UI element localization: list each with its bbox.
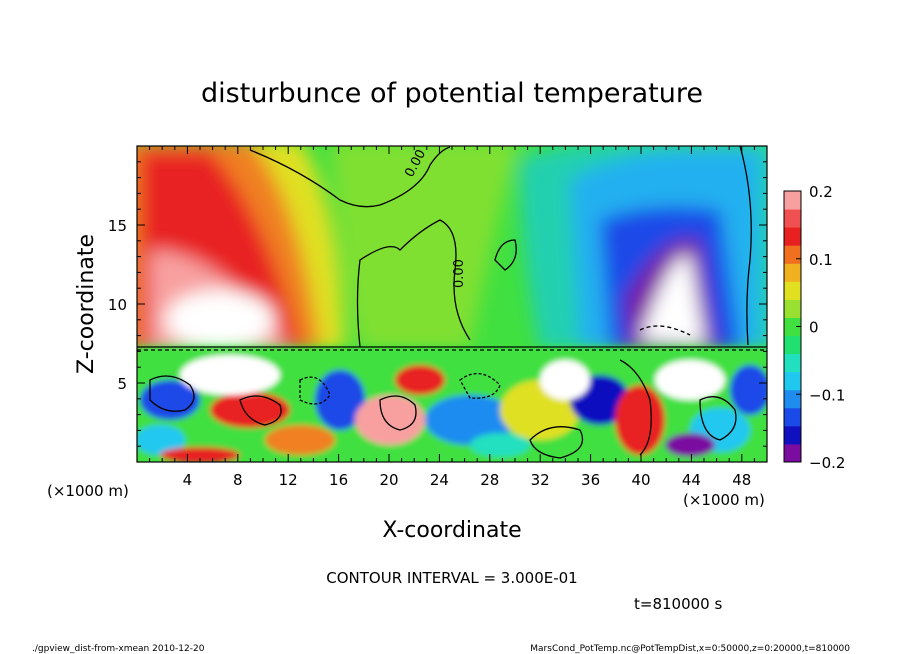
colorbar-swatch (784, 389, 801, 409)
colorbar-swatch (784, 335, 801, 355)
colorbar-tick-label: 0.2 (809, 183, 833, 201)
plot-area (137, 146, 767, 462)
colorbar-tick-label: −0.2 (809, 454, 845, 472)
contour-lines (137, 146, 767, 459)
colorbar-tick-label: 0 (809, 319, 819, 337)
x-unit-right: (×1000 m) (683, 491, 765, 509)
colorbar-tick-label: 0.1 (809, 251, 833, 269)
x-tick-label: 44 (682, 471, 701, 489)
colorbar: 0.2 0.1 0 −0.1 −0.2 (783, 183, 845, 472)
footer-right: MarsCond_PotTemp.nc@PotTempDist,x=0:5000… (530, 644, 850, 654)
lower-turbulent-layer (137, 347, 767, 462)
y-axis-label: Z-coordinate (74, 234, 99, 374)
colorbar-swatch (784, 191, 801, 210)
x-tick-label: 36 (581, 471, 600, 489)
y-axis: 5 10 15 (108, 145, 767, 463)
colorbar-swatch (784, 245, 801, 264)
colorbar-swatch (784, 443, 801, 463)
chart-title: disturbunce of potential temperature (201, 78, 703, 109)
colorbar-swatch (784, 209, 801, 228)
x-unit-left: (×1000 m) (47, 482, 129, 500)
colorbar-swatch (784, 299, 801, 318)
colorbar-swatch (784, 371, 801, 391)
mid-yellow-band (330, 146, 519, 350)
y-tick-label: 10 (108, 296, 127, 314)
contour-interval: CONTOUR INTERVAL = 3.000E-01 (326, 569, 577, 587)
colorbar-swatch (784, 407, 801, 427)
y-tick-label: 15 (108, 217, 127, 235)
x-tick-label: 12 (279, 471, 298, 489)
colorbar-swatch (784, 353, 801, 373)
x-tick-label: 48 (732, 471, 751, 489)
colorbar-swatch (784, 425, 801, 445)
colorbar-swatch (784, 227, 801, 246)
x-tick-label: 40 (631, 471, 650, 489)
x-tick-label: 4 (183, 471, 193, 489)
x-tick-label: 8 (233, 471, 243, 489)
x-axis: 4 8 12 16 20 24 28 32 36 40 44 48 (136, 146, 768, 489)
x-axis-label: X-coordinate (382, 518, 521, 543)
x-tick-label: 32 (531, 471, 550, 489)
colorbar-swatch (784, 263, 801, 282)
contour-label-2: 0.00 (452, 259, 467, 288)
x-tick-label: 20 (379, 471, 398, 489)
colorbar-tick-label: −0.1 (809, 386, 845, 404)
cool-plume-core (640, 254, 705, 345)
x-tick-label: 16 (329, 471, 348, 489)
y-tick-label: 5 (117, 375, 127, 393)
time-label: t=810000 s (634, 595, 722, 613)
warm-plume-core (165, 290, 275, 350)
x-tick-label: 28 (480, 471, 499, 489)
x-tick-label: 24 (430, 471, 449, 489)
colorbar-swatch (784, 317, 801, 337)
colorbar-swatch (784, 281, 801, 300)
upper-field (137, 146, 767, 350)
footer-left: ./gpview_dist-from-xmean 2010-12-20 (32, 644, 205, 654)
